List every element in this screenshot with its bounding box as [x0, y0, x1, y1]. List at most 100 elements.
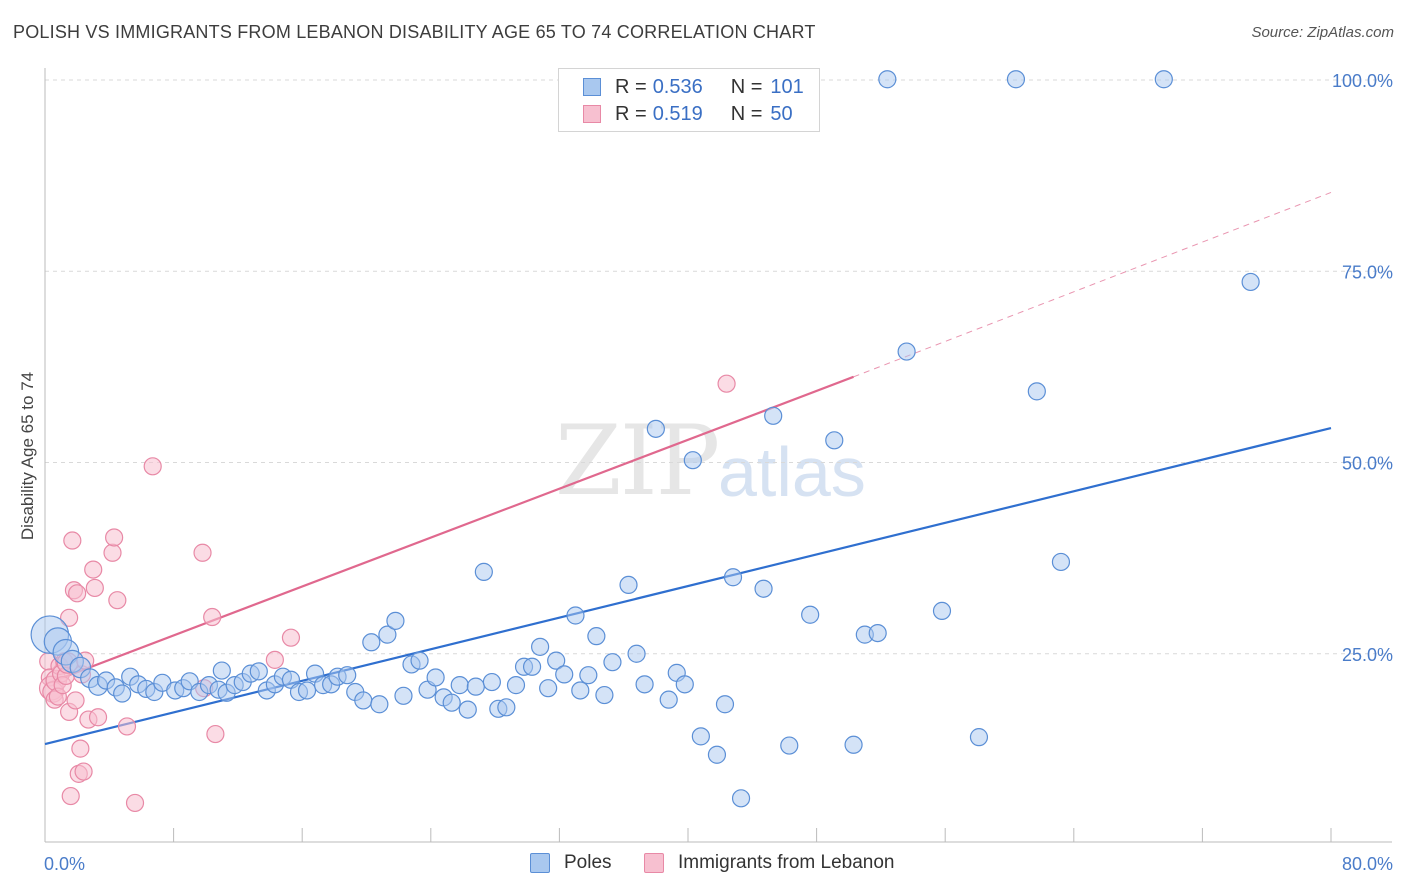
point-poles — [868, 623, 887, 643]
points-poles — [30, 70, 1260, 808]
legend-n-label: N = — [730, 102, 763, 125]
y-tick-label: 50.0% — [1342, 454, 1393, 474]
point-lebanon — [281, 628, 301, 647]
legend-label-lebanon: Immigrants from Lebanon — [678, 852, 895, 873]
legend-row-lebanon: R = 0.519 N = 50 — [583, 101, 793, 127]
point-poles — [506, 676, 526, 695]
chart-title: POLISH VS IMMIGRANTS FROM LEBANON DISABI… — [13, 22, 816, 42]
point-poles — [482, 672, 501, 692]
correlation-legend: R = 0.536 N = 101 R = 0.519 N = 50 — [558, 68, 820, 132]
point-lebanon — [74, 762, 93, 781]
point-poles — [627, 644, 646, 663]
legend-row-poles: R = 0.536 N = 101 — [583, 74, 804, 100]
trend-extension-lebanon — [853, 191, 1332, 378]
trend-line-lebanon — [44, 375, 854, 686]
point-poles — [394, 686, 413, 705]
point-poles — [723, 568, 743, 587]
y-tick-label: 100.0% — [1332, 71, 1393, 91]
point-poles — [1051, 552, 1071, 572]
trend-lines — [44, 191, 1332, 746]
legend-n-value-lebanon: 50 — [770, 102, 793, 125]
series-legend: Poles Immigrants from Lebanon — [0, 852, 1406, 878]
point-poles — [466, 677, 485, 696]
point-lebanon — [203, 607, 222, 627]
source-label: Source: ZipAtlas.com — [1251, 24, 1394, 41]
legend-n-label: N = — [730, 75, 763, 98]
legend-swatch-poles — [583, 78, 601, 96]
point-poles — [338, 666, 357, 685]
tick-labels: 25.0% 50.0% 75.0% 100.0% 0.0% 80.0% — [44, 71, 1393, 874]
point-poles — [378, 625, 397, 644]
point-poles — [691, 727, 710, 746]
legend-swatch-lebanon — [644, 853, 664, 873]
point-poles — [497, 698, 516, 717]
point-poles — [683, 451, 702, 470]
y-tick-label: 75.0% — [1342, 262, 1393, 282]
axes — [44, 68, 1392, 843]
x-tick-label: 80.0% — [1342, 854, 1393, 874]
point-lebanon — [108, 591, 127, 610]
trend-line-poles — [44, 427, 1332, 746]
point-poles — [801, 605, 820, 624]
point-poles — [426, 668, 445, 687]
point-poles — [458, 700, 477, 719]
point-poles — [675, 675, 694, 694]
point-poles — [619, 575, 638, 595]
point-poles — [386, 611, 405, 630]
point-poles — [539, 679, 558, 698]
point-poles — [113, 684, 132, 703]
point-poles — [354, 691, 373, 710]
point-poles — [362, 633, 381, 652]
point-lebanon — [63, 531, 82, 550]
legend-item-lebanon: Immigrants from Lebanon — [644, 852, 895, 874]
point-poles — [825, 431, 844, 450]
point-poles — [249, 662, 268, 681]
x-tick-label: 0.0% — [44, 854, 85, 874]
legend-label-poles: Poles — [564, 852, 612, 873]
point-poles — [897, 342, 916, 361]
legend-r-value-poles: 0.536 — [652, 75, 703, 98]
legend-r-label: R = — [615, 102, 647, 125]
point-poles — [370, 695, 389, 714]
point-poles — [707, 745, 727, 764]
point-poles — [646, 419, 665, 438]
legend-item-poles: Poles — [530, 852, 612, 874]
grid-lines — [45, 79, 1392, 655]
point-lebanon — [206, 724, 225, 744]
point-poles — [1027, 382, 1046, 401]
point-lebanon — [60, 608, 79, 627]
point-poles — [595, 685, 614, 705]
point-poles — [603, 653, 622, 672]
point-poles — [297, 681, 317, 700]
point-lebanon — [103, 543, 122, 562]
point-poles — [878, 70, 897, 89]
point-poles — [522, 657, 542, 676]
point-lebanon — [193, 543, 212, 562]
legend-n-value-poles: 101 — [770, 75, 804, 98]
point-poles — [442, 693, 461, 712]
point-lebanon — [125, 793, 145, 813]
legend-swatch-lebanon — [583, 105, 601, 123]
point-poles — [844, 735, 863, 754]
point-poles — [571, 681, 590, 700]
point-poles — [566, 606, 585, 625]
point-lebanon — [117, 717, 137, 736]
point-poles — [555, 665, 574, 684]
point-poles — [780, 736, 799, 755]
point-lebanon — [84, 560, 103, 579]
point-poles — [715, 695, 735, 714]
point-poles — [635, 675, 654, 694]
point-lebanon — [265, 650, 284, 669]
point-lebanon — [717, 374, 736, 393]
point-poles — [1241, 272, 1260, 292]
point-poles — [764, 406, 783, 425]
point-poles — [731, 789, 751, 808]
point-poles — [450, 676, 469, 695]
point-poles — [754, 579, 773, 598]
point-poles — [212, 661, 231, 680]
point-poles — [531, 637, 550, 656]
point-lebanon — [88, 708, 108, 727]
point-poles — [659, 690, 678, 709]
point-lebanon — [85, 578, 104, 598]
